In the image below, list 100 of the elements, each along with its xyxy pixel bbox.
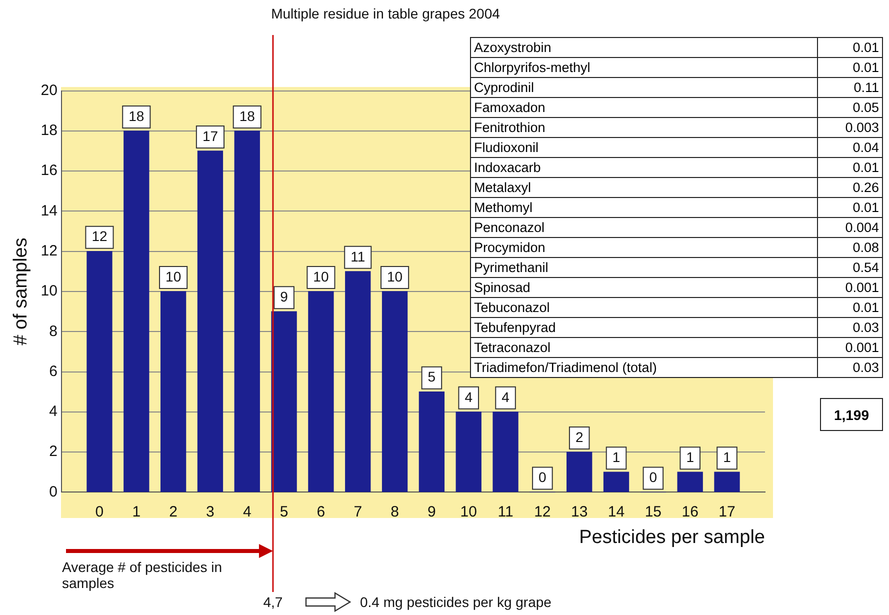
annotation: Procymidon [470, 238, 818, 258]
annotation: Tebufenpyrad [470, 318, 818, 338]
text: 0.001 [818, 338, 882, 358]
x-tick-label: 5 [280, 503, 288, 520]
text: 0.11 [818, 78, 882, 98]
text: 0.001 [818, 278, 882, 298]
annotation: Pyrimethanil [470, 258, 818, 278]
text: 1,199 [820, 398, 883, 431]
bar [566, 452, 592, 492]
bar [86, 251, 112, 492]
data-label: 4 [464, 388, 473, 405]
y-tick-label: 20 [40, 82, 58, 99]
x-tick-label: 4 [242, 503, 252, 520]
annotation: Spinosad [470, 278, 818, 298]
x-tick-label: 14 [608, 503, 625, 520]
annotation: Metalaxyl [470, 178, 818, 198]
data-label: 1 [723, 448, 732, 465]
text: Azoxystrobin [470, 38, 818, 58]
x-tick-label: 6 [316, 503, 326, 520]
text: 0.04 [818, 138, 882, 158]
y-tick-label: 0 [49, 483, 58, 500]
text: Average # of pesticides in samples [62, 559, 224, 591]
data-label: 2 [575, 428, 584, 445]
text: 0.004 [818, 218, 882, 238]
data-label: 11 [350, 248, 366, 264]
annotation: Fenitrothion [470, 118, 818, 138]
text: 0.01 [818, 38, 882, 58]
x-tick-label: 9 [428, 503, 436, 520]
annotation: Indoxacarb [470, 158, 818, 178]
annotation: Famoxadon [470, 98, 818, 118]
x-tick-label: 8 [390, 503, 399, 520]
data-label: 12 [92, 228, 108, 244]
chart-title: Multiple residue in table grapes 2004 [271, 5, 500, 22]
text: 0.003 [818, 118, 882, 138]
y-axis-title: # of samples [10, 238, 32, 346]
ref-line-label: 4,7 [263, 594, 283, 610]
bar [456, 412, 482, 492]
text: 0.54 [818, 258, 882, 278]
data-label: 1 [686, 448, 694, 465]
x-tick-label: 0 [95, 503, 104, 520]
annotation: Tebuconazol [470, 298, 818, 318]
data-label: 1 [612, 448, 620, 465]
bar [271, 311, 297, 492]
data-label: 0 [538, 469, 547, 486]
y-tick-label: 16 [40, 162, 58, 180]
bar [124, 130, 150, 492]
data-label: 10 [166, 268, 182, 284]
x-tick-label: 2 [169, 503, 178, 520]
y-tick-label: 10 [40, 282, 58, 300]
text: 0.01 [818, 58, 882, 78]
text: 0.01 [818, 158, 882, 178]
text: Chlorpyrifos-methyl [470, 58, 818, 78]
annotation: Cyprodinil [470, 78, 818, 98]
bar [714, 472, 740, 492]
bar [345, 271, 371, 492]
text: 0.05 [818, 98, 882, 118]
x-tick-label: 7 [354, 503, 362, 520]
x-tick-label: 17 [718, 503, 736, 520]
data-label: 9 [280, 288, 288, 304]
bar [382, 291, 408, 492]
x-axis-title: Pesticides per sample [579, 526, 765, 548]
y-tick-label: 4 [49, 403, 58, 420]
text: 0.01 [818, 198, 882, 218]
text: 0.01 [818, 298, 882, 318]
bar [197, 150, 224, 492]
data-label: 18 [128, 108, 144, 124]
y-tick-label: 18 [40, 122, 58, 140]
y-tick-label: 8 [49, 322, 58, 340]
bar [234, 130, 260, 492]
data-label: 4 [502, 388, 510, 405]
bar [418, 392, 445, 492]
annotation: Fludioxonil [470, 138, 818, 158]
annotation: Methomyl [470, 198, 818, 218]
x-tick-label: 11 [498, 503, 514, 520]
annotation: Penconazol [470, 218, 818, 238]
bar [492, 412, 518, 492]
x-tick-label: 16 [682, 503, 698, 520]
bar [308, 291, 334, 492]
data-label: 10 [313, 268, 329, 284]
x-tick-label: 12 [534, 503, 551, 520]
x-tick-label: 3 [206, 503, 214, 520]
text: 0.26 [818, 178, 882, 198]
y-tick-label: 14 [40, 202, 58, 220]
bar [603, 472, 630, 492]
y-tick-label: 2 [49, 443, 58, 460]
data-label: 18 [239, 108, 256, 124]
y-tick-label: 12 [40, 242, 58, 260]
data-label: 0 [649, 469, 658, 486]
x-tick-label: 10 [460, 503, 477, 520]
data-label: 10 [386, 268, 403, 284]
data-label: 5 [428, 368, 436, 385]
x-tick-label: 15 [644, 503, 662, 520]
text: 0.03 [818, 318, 882, 338]
annotation: Tetraconazol [470, 338, 818, 358]
bar [677, 472, 703, 492]
y-tick-label: 6 [49, 362, 58, 380]
bar [160, 291, 186, 492]
text: 0.03 [818, 358, 882, 378]
data-label: 17 [202, 128, 218, 144]
text: 0.4 mg pesticides per kg grape [360, 594, 552, 610]
